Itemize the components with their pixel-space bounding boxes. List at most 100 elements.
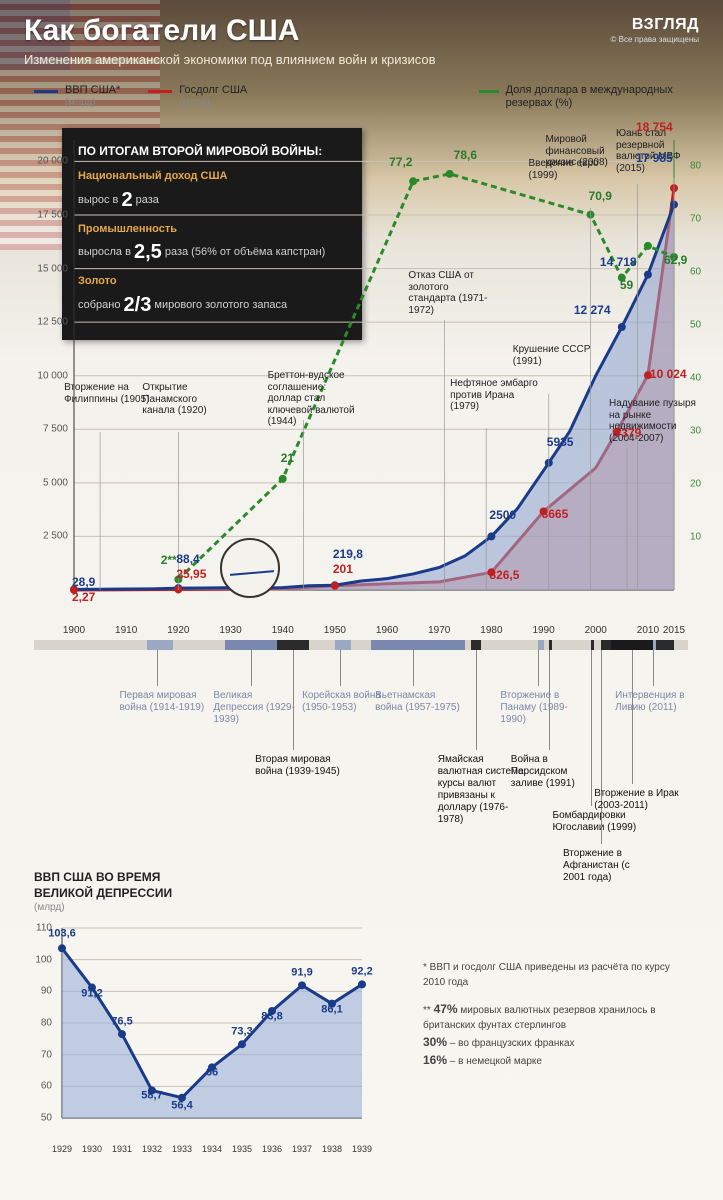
- fn2-a: 47%: [434, 1002, 458, 1016]
- inset-value-label: 103,6: [48, 928, 76, 940]
- value-label: 2**: [161, 553, 177, 567]
- inset-x-tick: 1934: [202, 1144, 222, 1154]
- chart-annotation: Бреттон-вудское соглашение: доллар стал …: [268, 370, 358, 428]
- fn2-bt: – во французских франках: [447, 1038, 575, 1049]
- y-tick-left: 2 500: [28, 531, 68, 542]
- value-label: 21: [281, 451, 294, 465]
- inset-y-tick: 80: [26, 1018, 52, 1029]
- brand-block: ВЗГЛЯД © Все права защищены: [611, 16, 699, 44]
- inset-y-tick: 60: [26, 1081, 52, 1092]
- inset-value-label: 92,2: [351, 966, 372, 978]
- brand-name: ВЗГЛЯД: [611, 16, 699, 34]
- inset-title-2: ВЕЛИКОЙ ДЕПРЕССИИ: [34, 886, 172, 900]
- value-label: 826,5: [489, 568, 519, 582]
- value-label: 25,95: [176, 567, 206, 581]
- chart-annotation: Крушение СССР (1991): [513, 344, 603, 367]
- page-subtitle: Изменения американской экономики под вли…: [24, 52, 699, 67]
- y-tick-right: 40: [690, 373, 710, 384]
- x-tick: 1990: [532, 625, 554, 636]
- timeline-event: Великая Депрессия (1929-1939): [213, 690, 303, 726]
- inset-x-tick: 1932: [142, 1144, 162, 1154]
- legend-label-debt: Госдолг США (млрд): [179, 84, 247, 109]
- zoom-line: [230, 570, 274, 576]
- timeline-event: Первая мировая война (1914-1919): [119, 690, 209, 714]
- inset-y-tick: 100: [26, 954, 52, 965]
- inset-value-label: 66: [206, 1067, 218, 1079]
- legend-swatch-debt: [148, 90, 172, 93]
- timeline-event: Вторжение в Афганистан (с 2001 года): [563, 848, 653, 884]
- timeline-segment: [653, 640, 656, 650]
- timeline-segment: [549, 640, 552, 650]
- inset-x-tick: 1937: [292, 1144, 312, 1154]
- fn2-lead: **: [423, 1005, 434, 1016]
- value-label: 2500: [489, 508, 516, 522]
- y-tick-right: 70: [690, 214, 710, 225]
- value-label: 78,6: [454, 148, 477, 162]
- value-label: 10 024: [650, 367, 687, 381]
- timeline-bar: [34, 640, 688, 650]
- zoom-circle-icon: [220, 538, 280, 598]
- timeline-event: Война в Персидском заливе (1991): [511, 754, 601, 790]
- event-connector: [653, 650, 654, 686]
- value-label: 62,9: [664, 253, 687, 267]
- inset-x-tick: 1936: [262, 1144, 282, 1154]
- inset-value-label: 73,3: [231, 1026, 252, 1038]
- y-tick-left: 12 500: [28, 317, 68, 328]
- x-tick: 1980: [480, 625, 502, 636]
- event-connector: [601, 650, 602, 844]
- inset-title-unit: (млрд): [34, 901, 172, 914]
- value-label: 70,9: [589, 189, 612, 203]
- value-label: 59: [620, 278, 633, 292]
- y-tick-left: 17 500: [28, 210, 68, 221]
- inset-chart-svg: [34, 920, 374, 1140]
- value-label: 201: [333, 562, 353, 576]
- timeline-segment: [277, 640, 308, 650]
- inset-x-tick: 1930: [82, 1144, 102, 1154]
- x-tick: 1950: [324, 625, 346, 636]
- legend-gdp-label: ВВП США*: [65, 84, 120, 96]
- y-tick-left: 10 000: [28, 370, 68, 381]
- inset-value-label: 91,9: [291, 967, 312, 979]
- chart-annotation: Вторжение на Филиппины (1905): [64, 382, 154, 405]
- inset-y-tick: 90: [26, 986, 52, 997]
- x-tick: 1900: [63, 625, 85, 636]
- inset-x-tick: 1935: [232, 1144, 252, 1154]
- timeline-segment: [471, 640, 481, 650]
- inset-value-label: 86,1: [321, 1003, 342, 1015]
- event-connector: [632, 650, 633, 784]
- inset-value-label: 76,5: [111, 1016, 132, 1028]
- legend-debt-label: Госдолг США: [179, 84, 247, 96]
- event-connector: [549, 650, 550, 750]
- value-label: 219,8: [333, 547, 363, 561]
- y-tick-left: 7 500: [28, 424, 68, 435]
- inset-value-label: 83,8: [261, 1011, 282, 1023]
- event-connector: [413, 650, 414, 686]
- event-connector: [476, 650, 477, 750]
- legend: ВВП США* (млрд) Госдолг США (млрд) Доля …: [34, 84, 699, 110]
- value-label: 2,27: [72, 590, 95, 604]
- value-label: 5935: [547, 435, 574, 449]
- inset-title: ВВП США ВО ВРЕМЯ ВЕЛИКОЙ ДЕПРЕССИИ (млрд…: [34, 870, 172, 914]
- value-label: 12 274: [574, 303, 611, 317]
- y-tick-right: 50: [690, 320, 710, 331]
- x-tick: 1940: [272, 625, 294, 636]
- legend-gdp-unit: (млрд): [65, 97, 120, 109]
- footnotes: * ВВП и госдолг США приведены из расчёта…: [423, 960, 693, 1079]
- footnote-1: * ВВП и госдолг США приведены из расчёта…: [423, 960, 693, 990]
- timeline-segment: [611, 640, 653, 650]
- inset-value-label: 56,4: [171, 1099, 192, 1111]
- inset-x-tick: 1938: [322, 1144, 342, 1154]
- value-label: 88,4: [176, 552, 199, 566]
- chart-annotation: Открытие Панамского канала (1920): [142, 382, 232, 417]
- timeline-event: Вторжение в Ирак (2003-2011): [594, 788, 684, 812]
- x-tick: 1930: [219, 625, 241, 636]
- value-label: 77,2: [389, 155, 412, 169]
- inset-value-label: 91,2: [81, 987, 102, 999]
- chart-annotation: Нефтяное эмбарго против Ирана (1979): [450, 378, 540, 413]
- inset-value-label: 58,7: [141, 1090, 162, 1102]
- x-tick: 2000: [585, 625, 607, 636]
- header: Как богатели США Изменения американской …: [24, 14, 699, 67]
- brand-copyright: © Все права защищены: [611, 35, 699, 44]
- event-connector: [251, 650, 252, 686]
- legend-label-dollar: Доля доллара в международных резервах (%…: [506, 84, 699, 110]
